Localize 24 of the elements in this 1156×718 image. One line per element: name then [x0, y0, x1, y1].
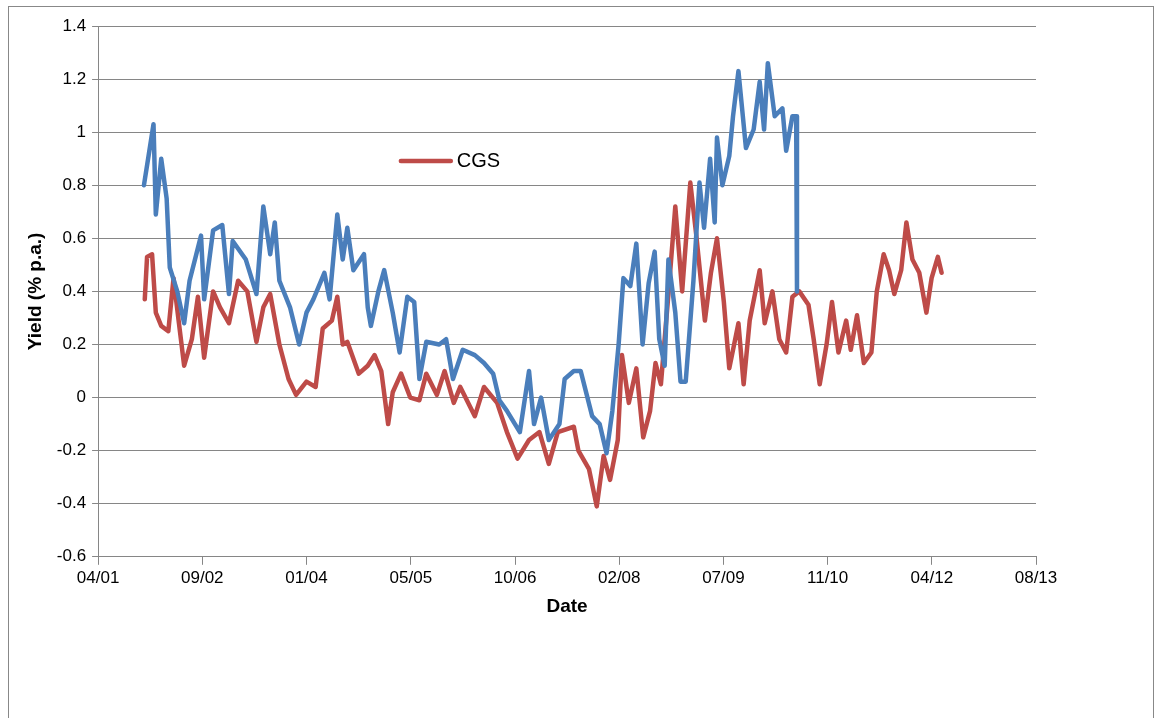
y-tick-label: -0.6 [56, 546, 87, 566]
y-tick-label: -0.2 [56, 440, 87, 460]
x-axis-title: Date [546, 594, 588, 616]
x-tick-label: 10/06 [493, 567, 537, 587]
x-tick-label: 04/12 [910, 567, 954, 587]
y-tick-label: 0 [76, 387, 87, 407]
y-tick-label: 0.4 [62, 281, 87, 301]
x-tick-label: 09/02 [181, 567, 224, 587]
x-tick-label: 05/05 [389, 567, 433, 587]
x-tick-label: 01/04 [285, 567, 328, 587]
y-tick-label: 1 [76, 121, 87, 141]
x-tick-label: 08/13 [1014, 567, 1058, 587]
y-axis-title: Yield (% p.a.) [23, 232, 45, 351]
x-tick-label: 11/10 [806, 567, 849, 587]
legend-label: CGS [456, 148, 501, 171]
y-tick-label: 1.2 [62, 68, 87, 88]
x-tick-label: 07/09 [702, 567, 745, 587]
x-tick-label: 04/01 [76, 567, 120, 587]
y-tick-label: 0.8 [62, 174, 87, 194]
y-tick-label: 0.2 [62, 334, 87, 354]
y-tick-label: -0.4 [56, 493, 87, 513]
y-tick-label: 0.6 [62, 228, 87, 248]
y-tick-label: 1.4 [62, 15, 87, 35]
x-tick-label: 02/08 [597, 567, 641, 587]
